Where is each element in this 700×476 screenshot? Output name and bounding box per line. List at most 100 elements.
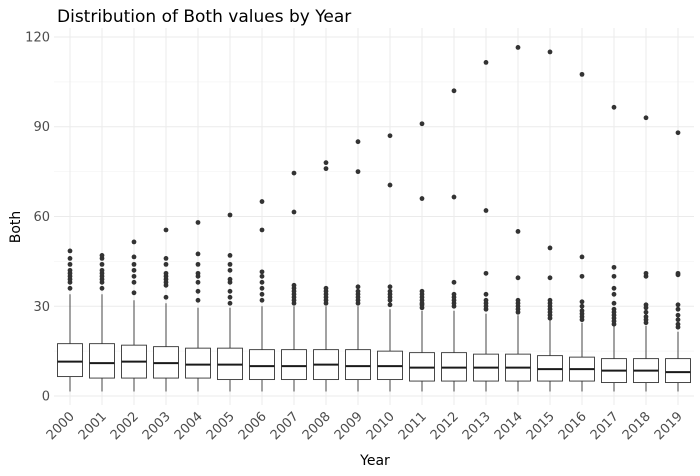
- outlier-point: [611, 264, 617, 270]
- outlier-point: [291, 209, 297, 215]
- outlier-point: [227, 261, 233, 267]
- outlier-point: [323, 285, 329, 291]
- outlier-point: [387, 133, 393, 139]
- outlier-point: [195, 261, 201, 267]
- outlier-point: [579, 71, 585, 77]
- outlier-point: [131, 290, 137, 296]
- outlier-point: [643, 314, 649, 320]
- x-axis-title: Year: [359, 453, 390, 469]
- outlier-point: [483, 270, 489, 276]
- x-tick-label: 2011: [396, 409, 430, 443]
- box-2003: [153, 227, 179, 392]
- outlier-point: [675, 317, 681, 323]
- outlier-point: [579, 299, 585, 305]
- box-iqr: [185, 347, 211, 379]
- outlier-point: [67, 261, 73, 267]
- outlier-point: [99, 252, 105, 258]
- outlier-point: [195, 288, 201, 294]
- outlier-point: [515, 275, 521, 281]
- box-2016: [569, 71, 595, 392]
- outlier-point: [355, 169, 361, 175]
- box-iqr: [665, 358, 691, 384]
- outlier-point: [419, 288, 425, 294]
- outlier-point: [547, 275, 553, 281]
- outlier-point: [643, 302, 649, 308]
- box-2000: [57, 248, 83, 392]
- outlier-point: [611, 273, 617, 279]
- outlier-point: [355, 139, 361, 145]
- outlier-point: [259, 199, 265, 204]
- box-2011: [409, 121, 435, 392]
- outlier-point: [67, 255, 73, 261]
- box-2018: [633, 115, 659, 392]
- box-iqr: [57, 343, 83, 378]
- x-tick-label: 2007: [268, 409, 302, 443]
- outlier-point: [515, 229, 521, 234]
- outlier-point: [547, 245, 553, 251]
- outlier-point: [131, 273, 137, 279]
- outlier-point: [579, 273, 585, 279]
- outlier-point: [291, 170, 297, 176]
- box-2008: [313, 160, 339, 392]
- outlier-point: [675, 306, 681, 312]
- outlier-point: [195, 279, 201, 285]
- outlier-point: [387, 182, 393, 188]
- outlier-point: [227, 252, 233, 258]
- outlier-point: [259, 273, 265, 279]
- box-2017: [601, 104, 627, 392]
- box-2014: [505, 45, 531, 392]
- outlier-point: [611, 300, 617, 306]
- x-tick-label: 2014: [492, 409, 526, 443]
- outlier-point: [611, 285, 617, 291]
- x-tick-label: 2012: [428, 409, 462, 443]
- outlier-point: [643, 115, 649, 121]
- outlier-point: [675, 130, 681, 136]
- outlier-point: [675, 270, 681, 276]
- outlier-point: [259, 279, 265, 285]
- x-tick-label: 2003: [140, 409, 174, 443]
- x-tick-label: 2019: [652, 409, 686, 443]
- grid-lines: [54, 28, 694, 405]
- y-axis-ticks: 0 30 60 90 120: [25, 30, 50, 404]
- outlier-point: [195, 297, 201, 303]
- chart-title: Distribution of Both values by Year: [57, 7, 351, 27]
- outlier-point: [195, 220, 201, 225]
- outlier-point: [387, 288, 393, 294]
- box-2006: [249, 199, 275, 392]
- box-2012: [441, 88, 467, 392]
- outlier-point: [195, 270, 201, 276]
- outlier-point: [675, 302, 681, 308]
- outlier-point: [99, 285, 105, 291]
- outlier-point: [611, 104, 617, 110]
- outlier-point: [451, 279, 457, 285]
- box-series: [57, 45, 691, 392]
- box-2010: [377, 133, 403, 392]
- outlier-point: [227, 288, 233, 294]
- outlier-point: [611, 291, 617, 297]
- outlier-point: [483, 297, 489, 303]
- outlier-point: [323, 160, 329, 166]
- outlier-point: [451, 194, 457, 200]
- box-2001: [89, 252, 115, 392]
- outlier-point: [163, 227, 169, 233]
- outlier-point: [227, 267, 233, 273]
- outlier-point: [419, 196, 425, 201]
- y-axis-title: Both: [8, 211, 24, 244]
- outlier-point: [67, 267, 73, 273]
- box-2013: [473, 60, 499, 392]
- outlier-point: [163, 294, 169, 300]
- box-2005: [217, 212, 243, 392]
- x-tick-label: 2008: [300, 409, 334, 443]
- outlier-point: [675, 321, 681, 327]
- box-2004: [185, 220, 211, 392]
- outlier-point: [67, 285, 73, 291]
- outlier-point: [259, 269, 265, 275]
- box-iqr: [89, 343, 115, 379]
- x-tick-label: 2016: [556, 409, 590, 443]
- outlier-point: [227, 294, 233, 300]
- x-tick-label: 2002: [108, 409, 142, 443]
- outlier-point: [131, 254, 137, 260]
- outlier-point: [259, 227, 265, 233]
- outlier-point: [579, 308, 585, 314]
